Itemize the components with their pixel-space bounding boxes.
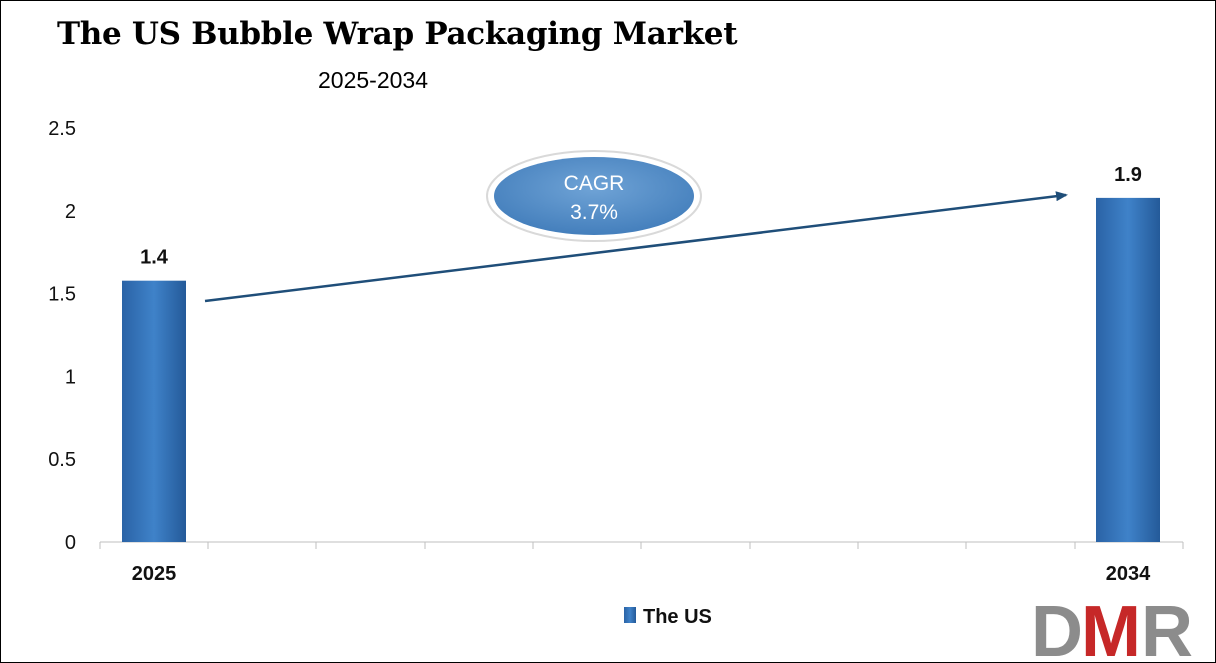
growth-arrow: [204, 191, 1068, 303]
dmr-logo: D M R: [1031, 592, 1193, 663]
cagr-ellipse: [494, 157, 694, 235]
logo-letter-m: M: [1081, 592, 1141, 663]
bars: [122, 197, 1160, 543]
y-axis: 0 0.5 1 1.5 2 2.5: [48, 118, 76, 554]
legend-swatch: [624, 607, 636, 623]
category-label-2025: 2025: [132, 563, 177, 585]
y-tick-label: 0.5: [48, 449, 76, 471]
chart-subtitle: 2025-2034: [318, 67, 428, 93]
y-tick-label: 1.5: [48, 284, 76, 306]
y-tick-label: 0: [65, 532, 76, 554]
bar-2034: [1096, 197, 1160, 543]
legend: The US: [624, 606, 712, 628]
logo-letter-d: D: [1031, 592, 1083, 663]
logo-letter-r: R: [1141, 592, 1193, 663]
category-label-2034: 2034: [1106, 563, 1151, 585]
y-tick-label: 2: [65, 201, 76, 223]
category-labels: 2025 2034: [132, 563, 1151, 585]
cagr-value: 3.7%: [570, 201, 618, 224]
cagr-label: CAGR: [564, 172, 625, 195]
chart-title: The US Bubble Wrap Packaging Market: [57, 16, 738, 52]
data-label-2034: 1.9: [1114, 164, 1142, 186]
data-labels: 1.4 1.9: [140, 164, 1142, 269]
bar-2025: [122, 280, 186, 542]
y-tick-label: 2.5: [48, 118, 76, 140]
legend-label: The US: [643, 606, 712, 628]
y-tick-label: 1: [65, 366, 76, 388]
cagr-callout: CAGR 3.7%: [486, 150, 702, 242]
data-label-2025: 1.4: [140, 247, 169, 269]
x-axis-ticks: [99, 542, 1184, 549]
